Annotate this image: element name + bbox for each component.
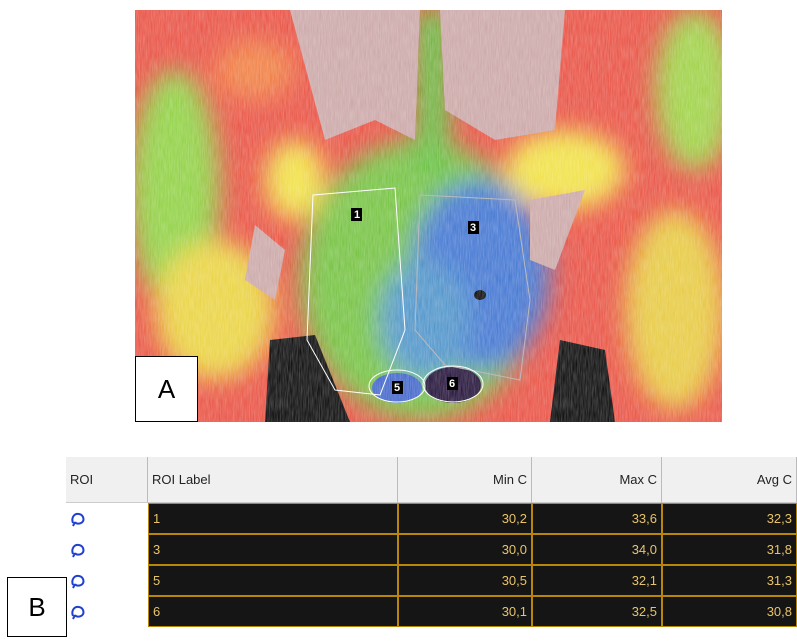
temperature: 31,8 bbox=[662, 534, 797, 565]
roi-icon bbox=[66, 534, 148, 565]
lasso-icon bbox=[70, 573, 86, 589]
lasso-icon bbox=[70, 604, 86, 620]
column-header: ROI bbox=[66, 457, 148, 502]
column-header: ROI Label bbox=[148, 457, 398, 502]
temperature: 31,3 bbox=[662, 565, 797, 596]
roi-label: 1 bbox=[148, 503, 398, 534]
temperature: 32,5 bbox=[532, 596, 662, 627]
temperature: 30,2 bbox=[398, 503, 532, 534]
temperature: 30,8 bbox=[662, 596, 797, 627]
column-header: Max C bbox=[532, 457, 662, 502]
temperature: 30,1 bbox=[398, 596, 532, 627]
roi-icon bbox=[66, 565, 148, 596]
temperature: 30,5 bbox=[398, 565, 532, 596]
roi-icon bbox=[66, 503, 148, 534]
column-header: Min C bbox=[398, 457, 532, 502]
temperature: 33,6 bbox=[532, 503, 662, 534]
temperature: 30,0 bbox=[398, 534, 532, 565]
lasso-icon bbox=[70, 511, 86, 527]
roi-label: 5 bbox=[148, 565, 398, 596]
roi-label: 3 bbox=[148, 534, 398, 565]
roi-label: 3 bbox=[470, 222, 476, 234]
lasso-icon bbox=[70, 542, 86, 558]
roi-label: 6 bbox=[148, 596, 398, 627]
panel-label: B bbox=[7, 577, 67, 637]
column-header: Avg C bbox=[662, 457, 797, 502]
temperature: 32,3 bbox=[662, 503, 797, 534]
roi-icon bbox=[66, 596, 148, 627]
roi-label: 1 bbox=[354, 209, 360, 221]
temperature: 32,1 bbox=[532, 565, 662, 596]
roi-label: 6 bbox=[449, 378, 455, 390]
temperature: 34,0 bbox=[532, 534, 662, 565]
page: 1 3 5 6 A ROIROI LabelMin CMax CAvg C130… bbox=[0, 0, 797, 644]
thermal-image: 1 3 5 6 bbox=[135, 10, 722, 422]
panel-label: A bbox=[135, 356, 198, 422]
roi-label: 5 bbox=[394, 382, 400, 394]
